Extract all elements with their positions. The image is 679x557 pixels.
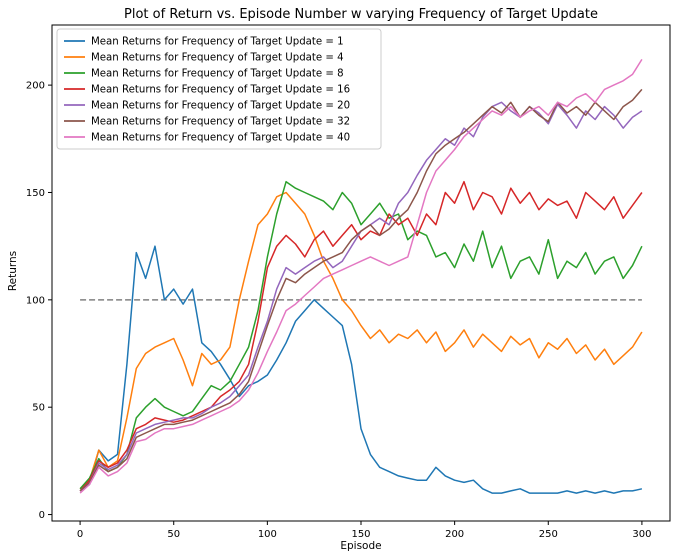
x-tick-label: 100: [258, 529, 277, 540]
legend-label-7: Mean Returns for Frequency of Target Upd…: [91, 133, 350, 144]
legend-label-2: Mean Returns for Frequency of Target Upd…: [91, 53, 344, 64]
legend-label-3: Mean Returns for Frequency of Target Upd…: [91, 69, 344, 80]
x-axis-label: Episode: [340, 540, 381, 552]
chart-title: Plot of Return vs. Episode Number w vary…: [124, 7, 598, 22]
y-tick-label: 50: [32, 403, 45, 414]
legend-box: [56, 28, 382, 150]
legend-label-1: Mean Returns for Frequency of Target Upd…: [91, 37, 344, 48]
x-tick-label: 200: [445, 529, 464, 540]
x-tick-label: 50: [167, 529, 180, 540]
y-tick-label: 150: [26, 188, 45, 199]
x-tick-label: 300: [632, 529, 651, 540]
series-line-1: [79, 245, 643, 494]
y-axis-label: Returns: [7, 251, 19, 291]
x-tick-label: 0: [77, 529, 83, 540]
legend-label-6: Mean Returns for Frequency of Target Upd…: [91, 117, 350, 128]
series-line-6: [79, 88, 643, 492]
y-tick-label: 0: [39, 510, 45, 521]
series-line-3: [79, 180, 643, 490]
legend-label-4: Mean Returns for Frequency of Target Upd…: [91, 85, 350, 96]
legend: Mean Returns for Frequency of Target Upd…: [56, 28, 382, 150]
y-tick-label: 200: [26, 81, 45, 92]
x-tick-label: 250: [539, 529, 558, 540]
x-tick-label: 150: [351, 529, 370, 540]
series-line-4: [79, 180, 643, 492]
series-line-7: [79, 59, 643, 494]
y-tick-label: 100: [26, 295, 45, 306]
legend-label-5: Mean Returns for Frequency of Target Upd…: [91, 101, 350, 112]
plot-area: 0 50 100 150 200 250 300 0 50 100 150 200 Mean Retur…: [26, 24, 671, 540]
series-line-2: [79, 191, 643, 490]
